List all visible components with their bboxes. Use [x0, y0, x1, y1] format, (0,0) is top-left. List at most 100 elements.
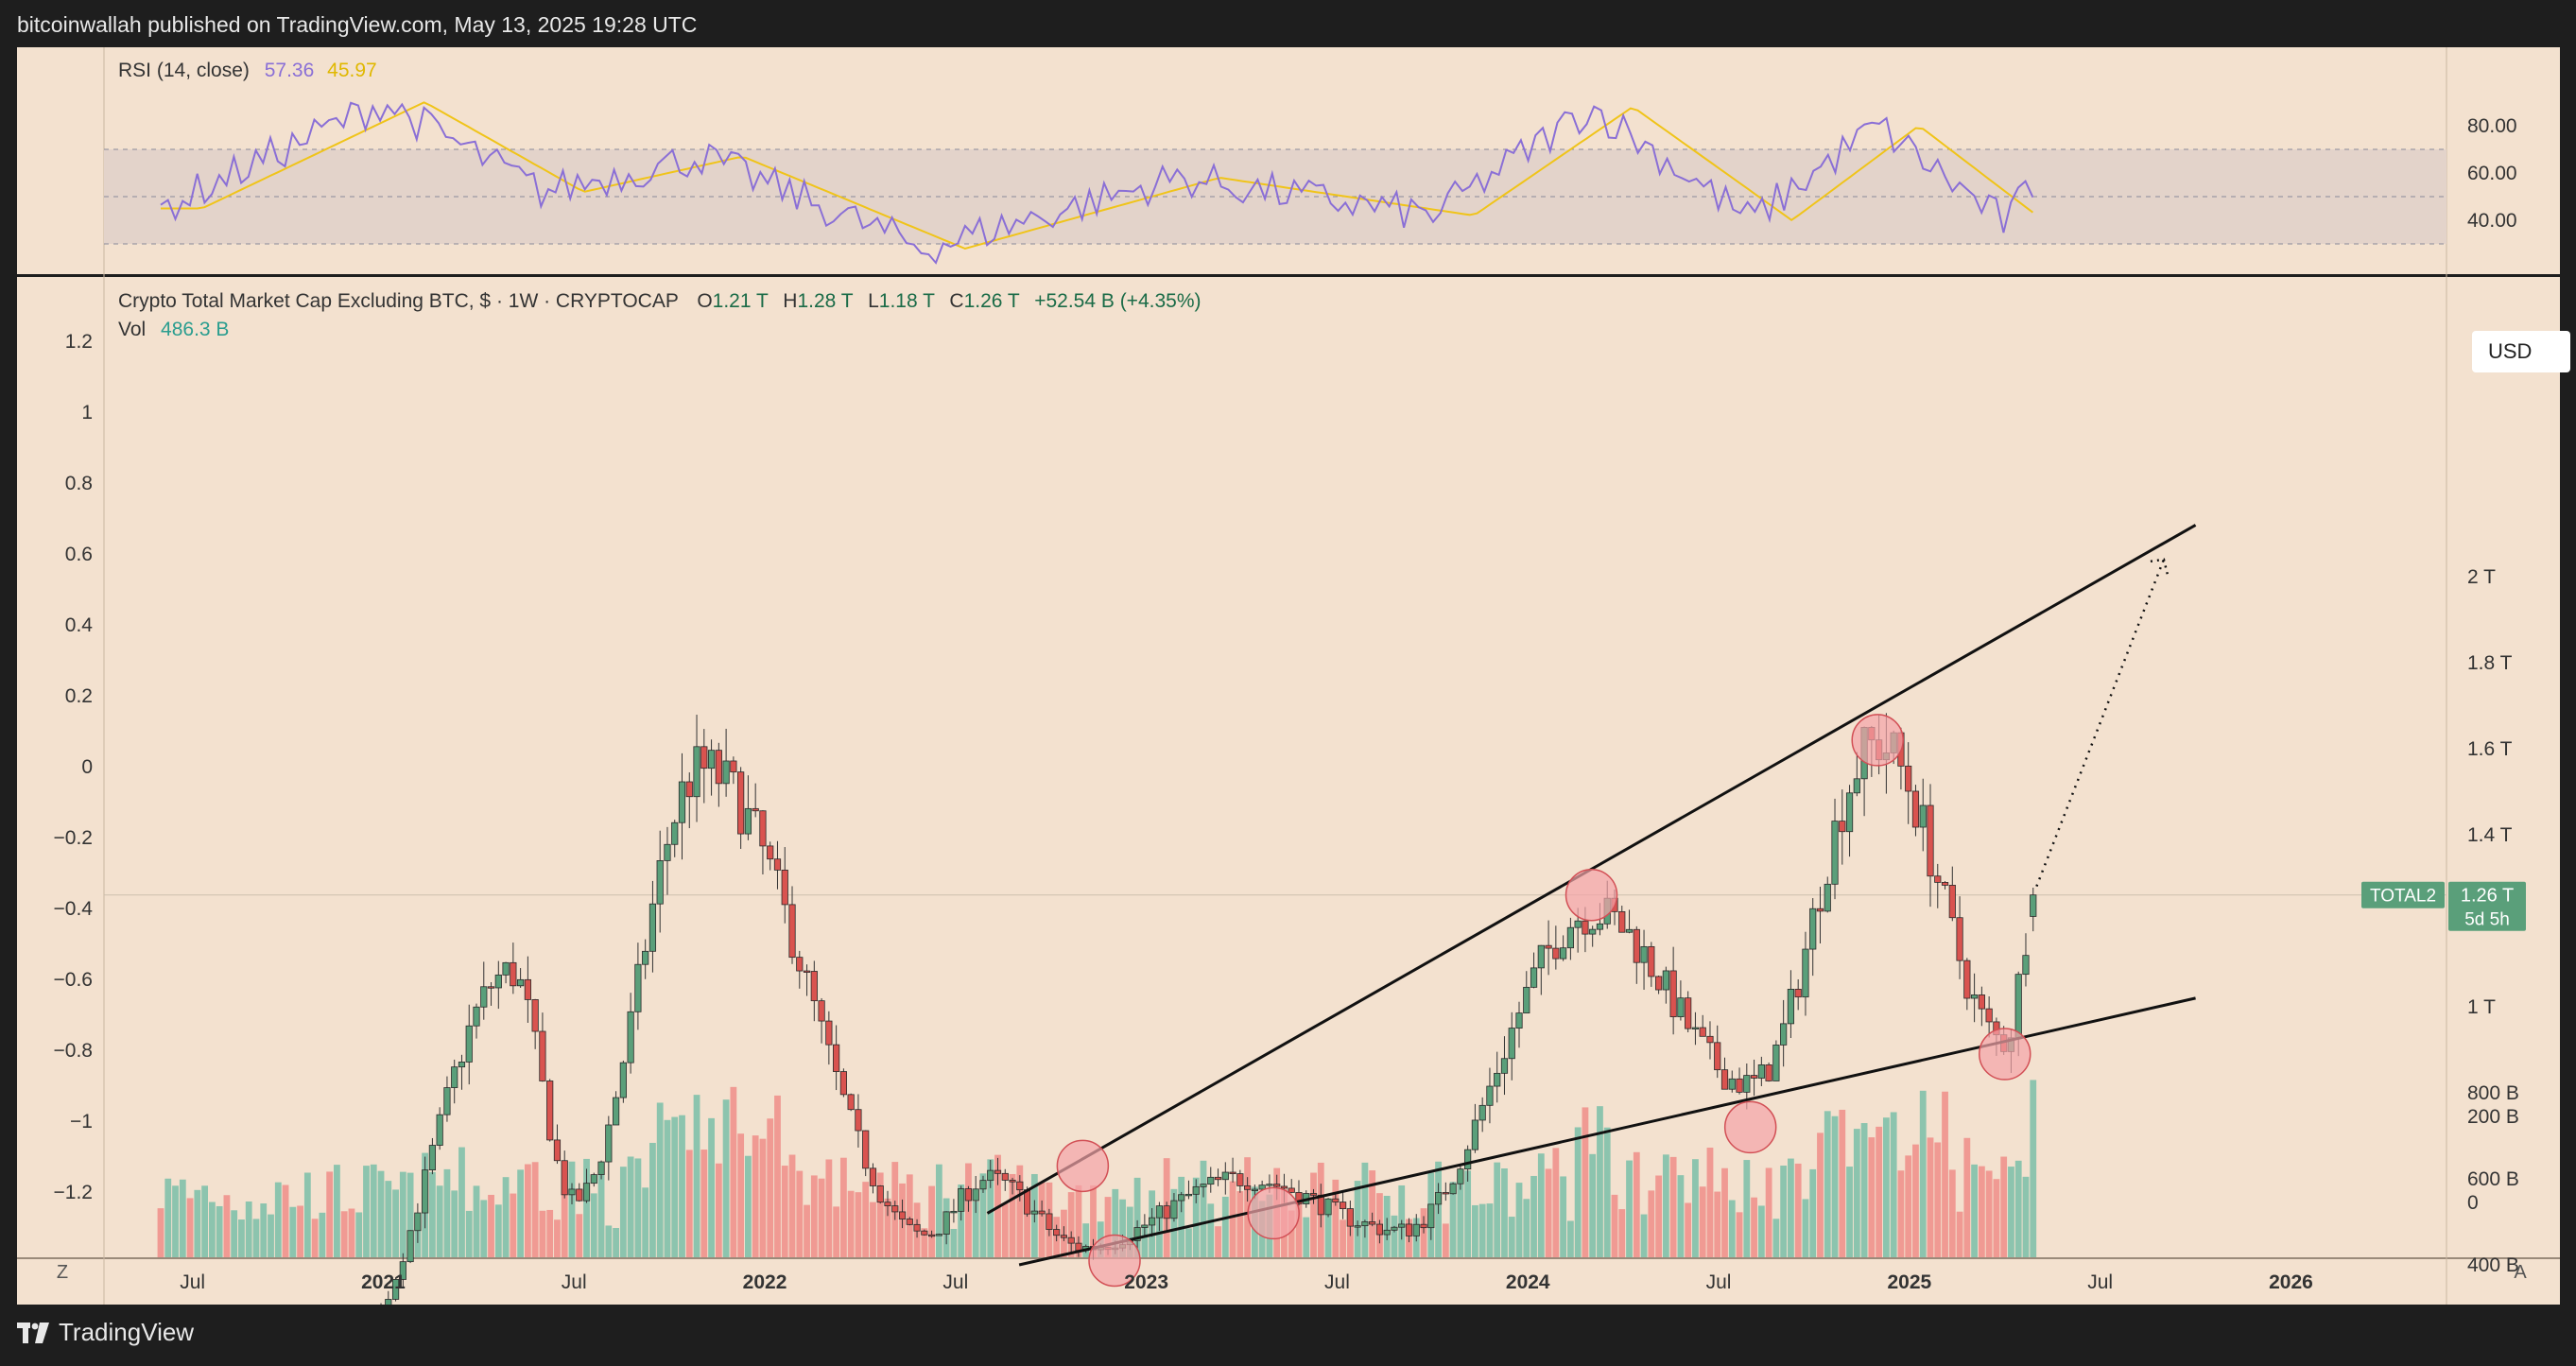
- auto-scale-a-button[interactable]: A: [2514, 1261, 2527, 1283]
- candle-body: [1566, 926, 1574, 949]
- tradingview-logo[interactable]: TradingView: [17, 1318, 194, 1347]
- candle-body: [810, 971, 818, 1002]
- volume-bar: [1501, 1167, 1508, 1257]
- candle-body: [1530, 967, 1538, 988]
- touch-circle[interactable]: [1851, 714, 1904, 767]
- volume-bar: [855, 1192, 862, 1257]
- volume-bar: [1119, 1199, 1126, 1257]
- candle-body: [950, 1210, 958, 1214]
- volume-bar: [311, 1219, 319, 1257]
- touch-circle[interactable]: [1056, 1139, 1110, 1193]
- projection-arrowhead[interactable]: [2150, 558, 2170, 576]
- candle-body: [2030, 894, 2037, 917]
- candle-body: [1244, 1185, 1252, 1190]
- volume-bar: [1905, 1155, 1912, 1257]
- candle-body: [1420, 1223, 1427, 1229]
- candle-body: [546, 1081, 554, 1141]
- volume-bar: [465, 1210, 473, 1257]
- touch-circle[interactable]: [1723, 1100, 1777, 1154]
- candle-body: [510, 961, 517, 987]
- volume-bar: [1853, 1129, 1860, 1257]
- candle-body: [1346, 1208, 1354, 1227]
- volume-bar: [1817, 1133, 1824, 1257]
- candle-body: [1677, 997, 1685, 1018]
- volume-bar: [524, 1164, 531, 1257]
- price-axis-tick: 600 B: [2467, 1168, 2519, 1190]
- volume-bar: [157, 1208, 164, 1257]
- candle-body: [1772, 1045, 1780, 1081]
- low-value: 1.18 T: [878, 290, 935, 312]
- volume-bar: [1971, 1164, 1979, 1257]
- candle-body: [730, 760, 737, 773]
- volume-bar: [510, 1193, 517, 1257]
- volume-bar: [2000, 1156, 2008, 1257]
- volume-bar: [443, 1168, 451, 1257]
- volume-bar: [326, 1171, 334, 1257]
- volume-bar: [546, 1209, 554, 1257]
- price-tag-bg: [2448, 881, 2526, 931]
- price-axis-tick: 1 T: [2467, 996, 2496, 1018]
- volume-bar: [1185, 1228, 1192, 1257]
- volume-bar: [1104, 1197, 1112, 1257]
- candle-body: [1905, 765, 1912, 792]
- volume-bar: [1669, 1156, 1677, 1257]
- volume-bar: [1288, 1210, 1295, 1257]
- volume-bar: [531, 1162, 539, 1257]
- volume-bar: [1934, 1142, 1942, 1257]
- volume-bar: [1486, 1203, 1494, 1257]
- time-axis-tick: Jul: [1706, 1271, 1732, 1293]
- volume-bar: [561, 1190, 568, 1257]
- volume-bar: [590, 1193, 597, 1257]
- candle-body: [972, 1188, 979, 1202]
- volume-bar: [436, 1185, 443, 1257]
- candle-body: [642, 950, 649, 965]
- time-axis-tick: Jul: [180, 1271, 205, 1293]
- candle-body: [524, 978, 531, 1000]
- volume-bar: [1868, 1137, 1876, 1257]
- candle-body: [1537, 944, 1545, 969]
- volume-bar: [1677, 1175, 1685, 1257]
- candle-body: [1919, 804, 1927, 828]
- touch-circle[interactable]: [1979, 1028, 2031, 1081]
- rsi-ma-value: 45.97: [327, 60, 377, 81]
- price-tag-countdown: 5d 5h: [2464, 910, 2510, 930]
- trendline-annotations[interactable]: [986, 524, 2197, 1288]
- volume-bar: [664, 1119, 671, 1257]
- candle-body: [825, 1020, 833, 1046]
- volume-bar: [201, 1185, 209, 1257]
- candle-body: [1184, 1193, 1193, 1197]
- touch-circle[interactable]: [1565, 868, 1618, 922]
- price-axis-tick: 200 B: [2467, 1106, 2519, 1128]
- volume-bar: [216, 1205, 223, 1257]
- candle-body: [1500, 1058, 1509, 1074]
- candle-body: [1794, 989, 1802, 998]
- candle-body: [443, 1087, 451, 1115]
- candle-body: [1457, 1168, 1464, 1184]
- candle-body: [818, 1000, 825, 1022]
- volume-bar: [1685, 1202, 1692, 1257]
- touch-circle[interactable]: [1088, 1234, 1141, 1288]
- candle-body: [891, 1205, 899, 1213]
- candle-body: [744, 807, 752, 835]
- candle-body: [884, 1202, 891, 1206]
- volume-bar: [619, 1167, 627, 1257]
- auto-scale-z-button[interactable]: Z: [56, 1261, 69, 1283]
- volume-bar: [906, 1174, 913, 1257]
- candle-body: [391, 1279, 400, 1300]
- candle-body: [1618, 910, 1626, 933]
- volume-bar: [1809, 1168, 1817, 1257]
- volume-bar: [1824, 1111, 1831, 1257]
- volume-bar: [1736, 1212, 1743, 1257]
- candle-body: [539, 1030, 546, 1081]
- currency-selector-button[interactable]: USD: [2472, 331, 2570, 372]
- projection-arrow[interactable]: [2035, 559, 2166, 888]
- volume-bar: [1876, 1126, 1883, 1257]
- candle-body: [1654, 976, 1663, 991]
- touch-circle[interactable]: [1247, 1186, 1300, 1240]
- candle-body: [964, 1188, 973, 1202]
- candle-body: [707, 750, 716, 769]
- candle-body: [921, 1230, 928, 1236]
- volume-bar: [348, 1208, 355, 1257]
